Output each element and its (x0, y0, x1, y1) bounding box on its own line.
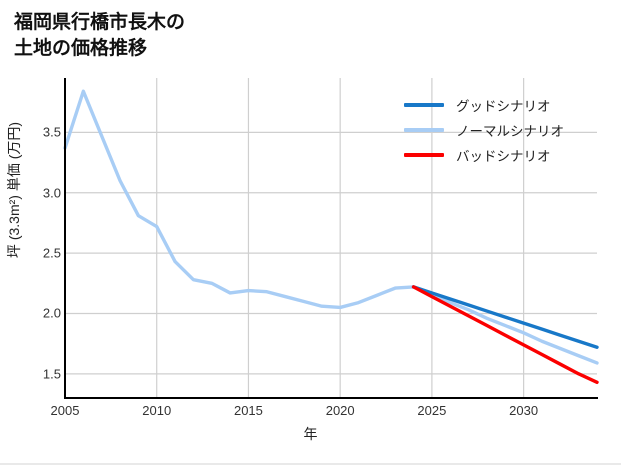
legend-item-normal[interactable]: ノーマルシナリオ (404, 117, 614, 142)
chart-legend: グッドシナリオ ノーマルシナリオ バッドシナリオ (404, 92, 614, 167)
legend-swatch-bad-icon (404, 152, 444, 157)
y-axis-spine (64, 78, 66, 398)
x-tick-label: 2010 (142, 403, 172, 418)
x-tick-label: 2025 (417, 403, 447, 418)
x-axis-ticks: 2005 2010 2015 2020 2025 2030 (51, 403, 597, 423)
x-axis-spine (64, 397, 598, 399)
legend-item-good[interactable]: グッドシナリオ (404, 92, 614, 117)
legend-swatch-normal-icon (404, 127, 444, 132)
x-tick-label: 2030 (509, 403, 539, 418)
series-line-bad (411, 285, 599, 384)
page-title: 福岡県行橋市長木の 土地の価格推移 (14, 10, 444, 61)
y-tick-label: 1.5 (42, 366, 61, 382)
y-tick-label: 3.0 (42, 185, 61, 201)
x-tick-label: 2005 (50, 403, 80, 418)
series-line-good (411, 285, 599, 349)
y-axis-ticks: 1.5 2.0 2.5 3.0 3.5 (17, 78, 61, 398)
title-line-2: 土地の価格推移 (14, 37, 148, 59)
legend-label-bad: バッドシナリオ (456, 148, 551, 164)
title-line-1: 福岡県行橋市長木の (14, 12, 186, 33)
series-lines (63, 89, 599, 384)
x-tick-label: 2015 (233, 403, 263, 418)
legend-swatch-good-icon (404, 102, 444, 107)
y-tick-label: 2.5 (42, 245, 61, 261)
legend-label-good: グッドシナリオ (456, 98, 551, 114)
x-tick-label: 2020 (325, 403, 355, 418)
plot-area (63, 78, 599, 399)
y-tick-label: 3.5 (42, 124, 61, 140)
legend-label-normal: ノーマルシナリオ (456, 123, 564, 139)
x-axis-label: 年 (303, 426, 318, 442)
chart-canvas (63, 78, 599, 398)
series-line-normal (63, 89, 599, 365)
legend-item-bad[interactable]: バッドシナリオ (404, 142, 614, 167)
y-tick-label: 2.0 (42, 305, 61, 321)
